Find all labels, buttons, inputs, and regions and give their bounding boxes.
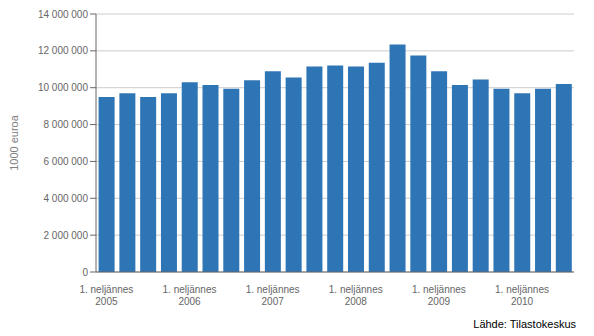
svg-text:1000 euroa: 1000 euroa bbox=[8, 114, 20, 171]
svg-text:12 000 000: 12 000 000 bbox=[38, 45, 88, 56]
svg-text:1. neljännes2007: 1. neljännes2007 bbox=[246, 284, 300, 307]
svg-text:1. neljännes2008: 1. neljännes2008 bbox=[329, 284, 383, 307]
svg-text:8 000 000: 8 000 000 bbox=[44, 119, 89, 130]
svg-text:10 000 000: 10 000 000 bbox=[38, 82, 88, 93]
svg-text:1. neljännes2009: 1. neljännes2009 bbox=[412, 284, 466, 307]
svg-text:14 000 000: 14 000 000 bbox=[38, 9, 88, 20]
svg-text:1. neljännes2010: 1. neljännes2010 bbox=[495, 284, 549, 307]
svg-text:0: 0 bbox=[82, 267, 88, 278]
svg-text:6 000 000: 6 000 000 bbox=[44, 156, 89, 167]
svg-text:2 000 000: 2 000 000 bbox=[44, 230, 89, 241]
svg-text:1. neljännes2006: 1. neljännes2006 bbox=[163, 284, 217, 307]
html-text:Lähde: Tilastokeskus: Lähde: Tilastokeskus bbox=[473, 318, 576, 330]
svg-text:4 000 000: 4 000 000 bbox=[44, 193, 89, 204]
svg-text:1. neljännes2005: 1. neljännes2005 bbox=[79, 284, 133, 307]
